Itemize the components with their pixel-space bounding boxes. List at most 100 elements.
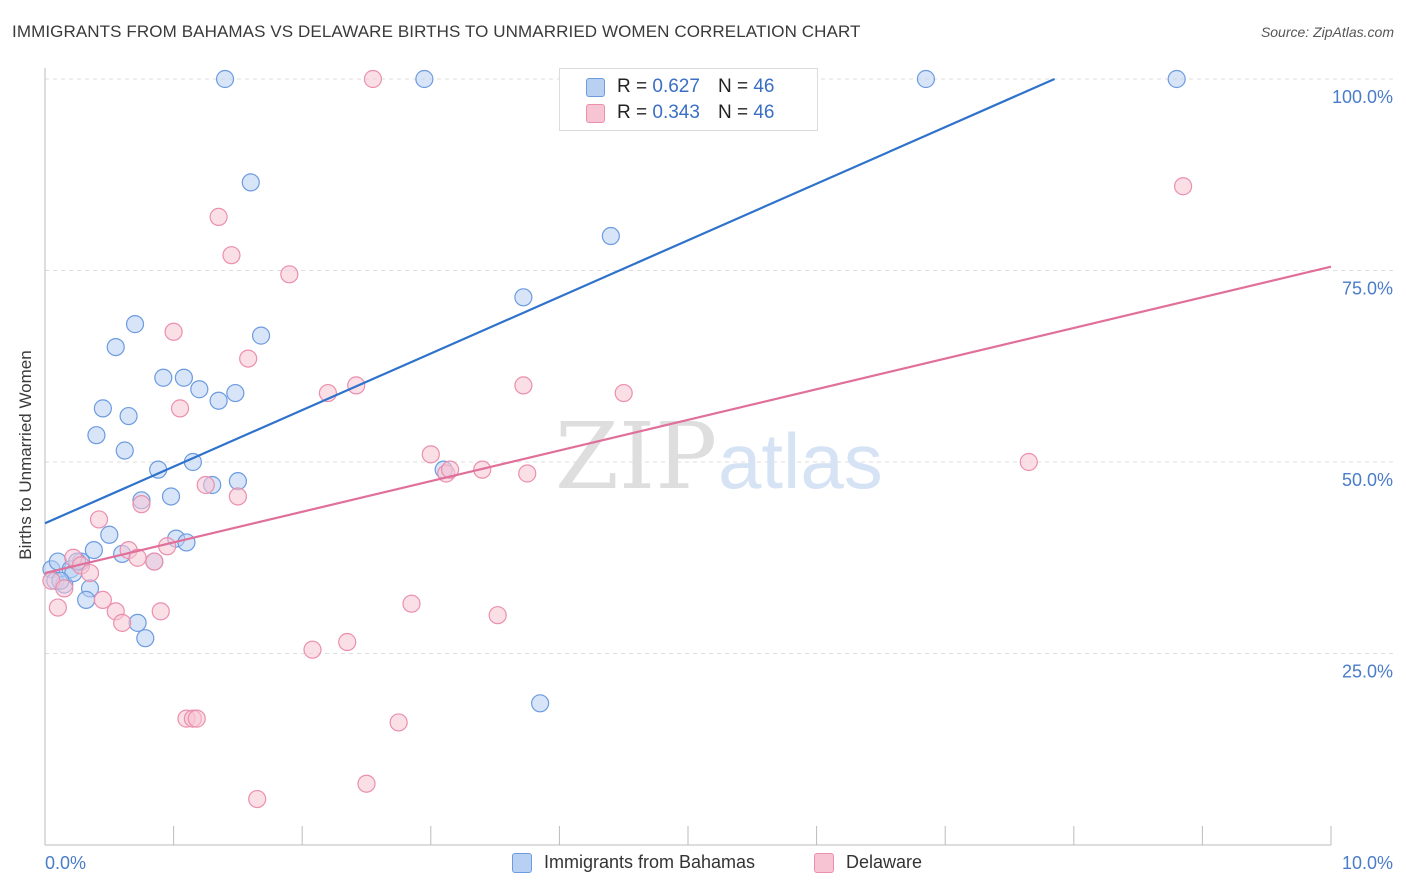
trend-lines (44, 77, 1332, 575)
legend-item-delaware[interactable]: Delaware (814, 852, 922, 873)
legend-label-delaware: Delaware (846, 852, 923, 872)
point-bahamas (241, 173, 260, 192)
point-bahamas (100, 525, 119, 544)
point-delaware (48, 598, 67, 617)
point-bahamas (119, 406, 138, 426)
source-credit: Source: ZipAtlas.com (1260, 24, 1394, 40)
point-bahamas (190, 380, 209, 399)
point-bahamas (601, 226, 620, 246)
trendline-delaware (44, 265, 1332, 575)
trendline-bahamas (44, 77, 1055, 525)
point-bahamas (228, 472, 247, 491)
legend-swatch-pink (814, 852, 834, 873)
point-delaware (1174, 177, 1193, 196)
point-bahamas (916, 69, 936, 89)
point-delaware (222, 246, 241, 265)
tick-labels: 25.0% 50.0% 75.0% 100.0% 0.0% 10.0% (45, 87, 1393, 873)
legend-row-delaware: R = 0.343 N = 46 (586, 101, 774, 125)
legend-n-label: N = (717, 76, 749, 97)
legend-r-label: R = (617, 76, 648, 97)
point-delaware (93, 590, 112, 609)
point-bahamas (531, 694, 550, 713)
point-bahamas (174, 368, 193, 387)
point-delaware (421, 445, 440, 464)
legend-n-label: N = (717, 102, 749, 123)
legend-label-bahamas: Immigrants from Bahamas (544, 852, 756, 872)
point-delaware (363, 69, 383, 89)
y-tick-label: 75.0% (1342, 279, 1393, 299)
point-delaware (1019, 452, 1038, 472)
data-points (42, 69, 1193, 809)
legend-n-value: 46 (753, 76, 775, 97)
legend-n-value: 46 (753, 102, 775, 123)
point-bahamas (154, 368, 173, 387)
point-delaware (357, 774, 376, 793)
y-tick-label: 100.0% (1332, 87, 1393, 107)
legend-r-value: 0.627 (652, 76, 700, 97)
point-delaware (187, 709, 206, 728)
point-bahamas (87, 426, 106, 445)
x-tick-label: 10.0% (1342, 853, 1393, 873)
point-bahamas (514, 288, 533, 307)
point-bahamas (125, 315, 145, 334)
point-delaware (239, 349, 258, 368)
legend-r-value: 0.343 (652, 102, 700, 123)
point-bahamas (115, 441, 134, 460)
point-bahamas (77, 590, 96, 609)
point-bahamas (415, 69, 434, 89)
point-delaware (518, 464, 537, 483)
point-delaware (514, 376, 533, 395)
legend-row-bahamas: R = 0.627 N = 46 (586, 75, 774, 99)
point-delaware (89, 510, 109, 529)
point-delaware (196, 475, 215, 495)
legend-swatch-blue (512, 852, 532, 873)
axes (44, 68, 1332, 846)
legend-swatch-blue (586, 77, 605, 97)
watermark-atlas: atlas (718, 417, 883, 505)
point-delaware (248, 789, 267, 809)
point-delaware (151, 602, 170, 621)
point-delaware (209, 207, 228, 226)
point-bahamas (1167, 69, 1186, 89)
point-delaware (402, 594, 421, 613)
point-delaware (113, 613, 132, 632)
point-delaware (228, 487, 247, 506)
point-bahamas (84, 540, 103, 560)
point-delaware (389, 713, 408, 732)
point-delaware (55, 579, 74, 598)
point-bahamas (226, 383, 245, 403)
chart-title: IMMIGRANTS FROM BAHAMAS VS DELAWARE BIRT… (12, 22, 861, 41)
point-delaware (614, 383, 633, 403)
watermark-zip: ZIP (555, 403, 717, 510)
point-bahamas (161, 487, 181, 506)
series-legend: Immigrants from Bahamas Delaware (0, 852, 1406, 878)
point-delaware (440, 460, 460, 479)
legend-item-bahamas[interactable]: Immigrants from Bahamas (512, 852, 755, 873)
point-bahamas (251, 326, 271, 345)
point-delaware (164, 322, 183, 341)
point-bahamas (215, 69, 235, 89)
y-tick-label: 50.0% (1342, 470, 1393, 490)
point-delaware (280, 265, 299, 284)
y-tick-label: 25.0% (1342, 662, 1393, 682)
point-bahamas (106, 338, 125, 357)
point-delaware (170, 399, 190, 418)
point-bahamas (128, 613, 147, 632)
point-delaware (338, 632, 357, 652)
legend-swatch-pink (586, 103, 605, 123)
point-bahamas (209, 391, 228, 410)
point-delaware (80, 563, 100, 583)
legend-r-label: R = (617, 102, 648, 123)
point-bahamas (93, 399, 112, 418)
gridlines (45, 78, 1393, 654)
watermark: ZIP atlas (555, 403, 883, 510)
correlation-legend: R = 0.627 N = 46 R = 0.343 N = 46 (559, 68, 818, 131)
point-bahamas (136, 629, 155, 648)
point-delaware (488, 606, 507, 625)
point-delaware (132, 495, 151, 514)
x-tick-label: 0.0% (45, 853, 86, 873)
point-delaware (303, 640, 322, 659)
point-bahamas (177, 533, 196, 552)
point-delaware (145, 552, 164, 571)
